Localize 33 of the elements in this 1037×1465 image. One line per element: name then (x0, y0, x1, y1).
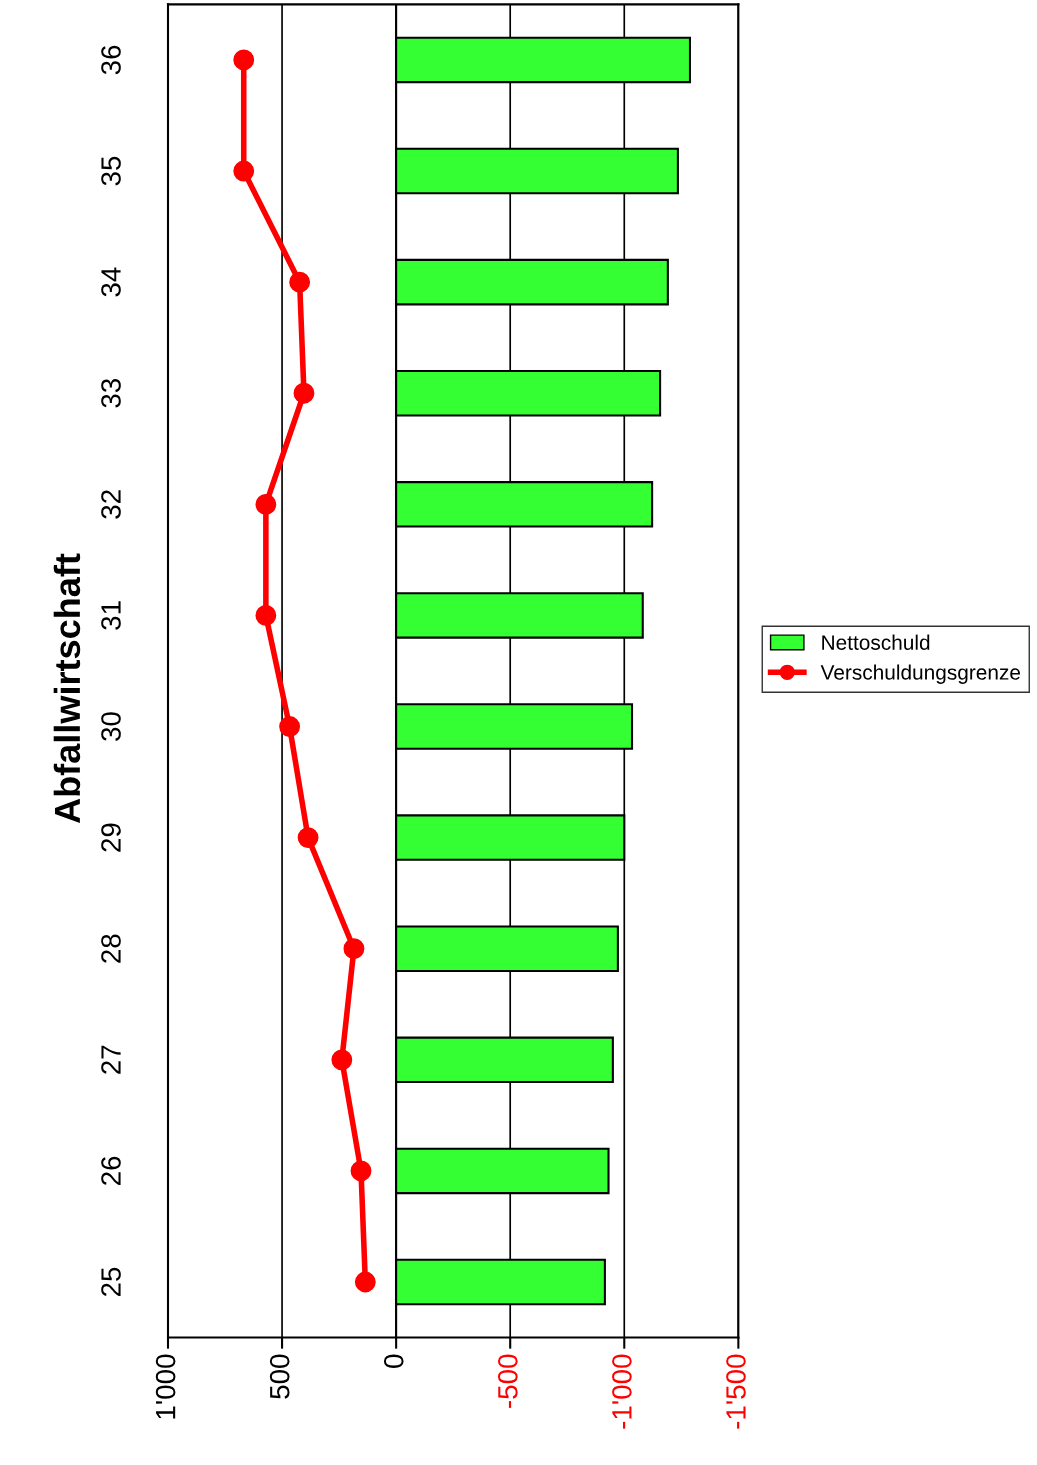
y-tick-label: 27 (101, 1045, 121, 1074)
point (350, 1160, 372, 1182)
point (279, 716, 301, 737)
point (233, 49, 255, 71)
legend-label: Verschuldungsgrenze (820, 664, 1021, 684)
y-tick-label: 25 (101, 1267, 121, 1297)
y-tick-label: 35 (101, 156, 121, 186)
text: Abfallwirtschaft (53, 553, 81, 824)
point (293, 382, 315, 404)
x-tick-label: -1'000 (612, 1354, 632, 1429)
y-tick-label: 31 (101, 601, 121, 630)
x-tick-label: 500 (269, 1354, 290, 1399)
x-tick-label: 1'000 (155, 1354, 176, 1419)
y-tick-label: 33 (101, 379, 121, 408)
point (255, 605, 277, 626)
point (343, 938, 365, 960)
point (331, 1049, 353, 1071)
point (297, 827, 319, 849)
y-tick-label: 36 (101, 45, 121, 75)
y-tick-label: 28 (101, 934, 121, 963)
x-tick-label: 0 (383, 1354, 404, 1368)
point (255, 493, 277, 515)
x-tick-label: -1'500 (726, 1354, 746, 1429)
y-tick-label: 26 (101, 1156, 121, 1185)
y-tick-label: 32 (101, 490, 121, 519)
legend-label: Nettoschuld (822, 634, 930, 650)
point (233, 160, 255, 182)
y-tick-label: 29 (101, 823, 121, 852)
point (354, 1271, 376, 1293)
y-tick-label: 30 (101, 712, 121, 741)
point (289, 271, 311, 293)
x-tick-label: -500 (497, 1354, 518, 1408)
y-tick-label: 34 (101, 267, 121, 297)
